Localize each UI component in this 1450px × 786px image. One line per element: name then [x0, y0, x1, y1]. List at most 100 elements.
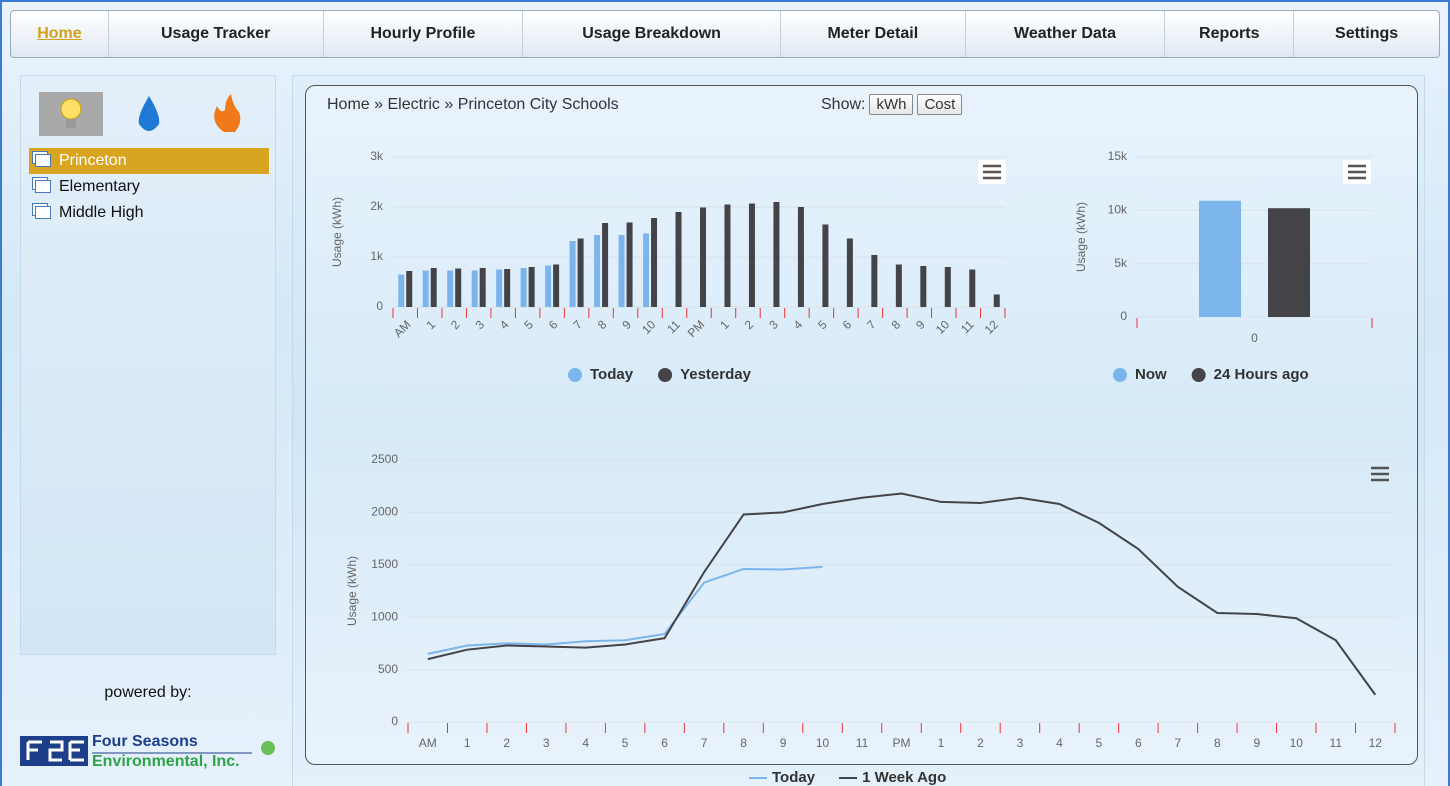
x-tick-label: 12: [1369, 736, 1383, 750]
legend-swatch: [1113, 368, 1127, 382]
x-tick-label: 9: [780, 736, 787, 750]
bar: [675, 212, 682, 307]
x-tick-label: AM: [419, 736, 437, 750]
nav-item[interactable]: Reports: [1165, 11, 1295, 57]
x-tick-label: PM: [685, 317, 708, 340]
bar: [797, 207, 804, 307]
tree-item[interactable]: Elementary: [29, 174, 269, 200]
bar: [602, 223, 609, 307]
nav-item[interactable]: Meter Detail: [781, 11, 966, 57]
x-tick-label: 7: [864, 317, 879, 332]
chart-panel: [305, 85, 1418, 765]
bar: [496, 269, 503, 307]
toggle-button[interactable]: kWh: [869, 94, 914, 115]
x-tick-label: AM: [391, 317, 414, 340]
sidebar: Princeton Elementary Middle High: [20, 75, 276, 655]
bulb-base: [66, 119, 76, 128]
legend-label[interactable]: Today: [590, 366, 634, 383]
logo-letters: [26, 740, 84, 762]
bar: [447, 270, 454, 307]
x-tick-label: 8: [595, 317, 610, 332]
bar: [643, 233, 650, 307]
x-tick-label: 7: [701, 736, 708, 750]
bar: [479, 268, 486, 307]
y-tick-label: 0: [376, 299, 383, 313]
x-tick-label: 5: [1096, 736, 1103, 750]
gas-icon[interactable]: [214, 94, 241, 132]
x-tick-label: 8: [740, 736, 747, 750]
y-tick-label: 0: [391, 714, 398, 728]
bar: [618, 235, 625, 307]
line: [427, 492, 1377, 696]
bar: [700, 207, 706, 307]
bar: [846, 238, 853, 307]
bar: [895, 264, 902, 307]
nav-item[interactable]: Usage Tracker: [109, 11, 324, 57]
x-tick-label: 10: [816, 736, 830, 750]
tree-item[interactable]: Princeton: [29, 148, 269, 174]
bar: [993, 294, 1000, 307]
x-tick-label: 11: [1330, 736, 1343, 750]
x-tick-label: 6: [1135, 736, 1142, 750]
x-tick-label: 5: [815, 317, 830, 332]
x-tick-label: 4: [1056, 736, 1063, 750]
legend-label[interactable]: 1 Week Ago: [862, 769, 946, 786]
bar: [553, 264, 560, 307]
bar: [569, 241, 576, 307]
y-tick-label: 0: [1120, 309, 1127, 323]
bar: [822, 224, 829, 307]
nav-item[interactable]: Hourly Profile: [324, 11, 524, 57]
nav-item[interactable]: Home: [11, 11, 109, 57]
y-axis-title: Usage (kWh): [345, 556, 359, 626]
bar: [651, 218, 658, 307]
toggle-button[interactable]: Cost: [917, 94, 963, 115]
tree-item[interactable]: Middle High: [29, 200, 269, 226]
legend-label[interactable]: Now: [1135, 366, 1167, 383]
nav-item[interactable]: Settings: [1335, 25, 1399, 42]
bar: [406, 271, 413, 307]
toggle-label: Show:: [821, 95, 866, 113]
y-tick-label: 500: [378, 662, 398, 676]
breadcrumb: Home » Electric » Princeton City Schools: [327, 96, 619, 113]
legend-label[interactable]: Yesterday: [680, 366, 752, 383]
bar: [545, 265, 552, 307]
y-tick-label: 1000: [371, 609, 398, 623]
y-tick-label: 10k: [1108, 203, 1128, 217]
x-tick-label: 4: [582, 736, 589, 750]
legend-label[interactable]: 24 Hours ago: [1214, 366, 1309, 383]
y-axis-title: Usage (kWh): [330, 197, 344, 267]
x-tick-label: 11: [664, 317, 683, 336]
x-tick-label: 0: [1251, 331, 1258, 345]
bar: [455, 268, 462, 307]
x-tick-label: 9: [913, 317, 928, 332]
x-tick-label: 4: [497, 317, 512, 332]
y-tick-label: 3k: [370, 149, 384, 163]
nav-bar: Home Usage Tracker Hourly Profile Usage …: [10, 10, 1440, 58]
x-tick-label: 6: [546, 317, 561, 332]
logo: Four Seasons Environmental, Inc.: [20, 733, 275, 770]
x-tick-label: 9: [1253, 736, 1260, 750]
x-tick-label: 2: [977, 736, 984, 750]
bar: [626, 222, 633, 307]
x-tick-label: 7: [1175, 736, 1182, 750]
x-tick-label: 5: [622, 736, 629, 750]
nav-item[interactable]: Usage Breakdown: [523, 11, 781, 57]
x-tick-label: 2: [742, 317, 757, 332]
x-tick-label: 11: [856, 736, 869, 750]
water-icon[interactable]: [138, 96, 160, 131]
nav-item[interactable]: Weather Data: [966, 11, 1166, 57]
logo-text: Environmental, Inc.: [92, 753, 240, 770]
x-tick-label: 1: [423, 317, 438, 332]
legend-swatch: [568, 368, 582, 382]
y-tick-label: 1k: [370, 249, 384, 263]
x-tick-label: 6: [661, 736, 668, 750]
legend-swatch: [658, 368, 673, 382]
x-tick-label: 8: [1214, 736, 1221, 750]
line: [427, 565, 823, 655]
y-tick-label: 2000: [371, 505, 398, 519]
x-tick-label: 2: [448, 317, 463, 332]
legend-label[interactable]: Today: [772, 769, 816, 786]
x-tick-label: 10: [639, 317, 659, 337]
bar: [430, 268, 437, 307]
